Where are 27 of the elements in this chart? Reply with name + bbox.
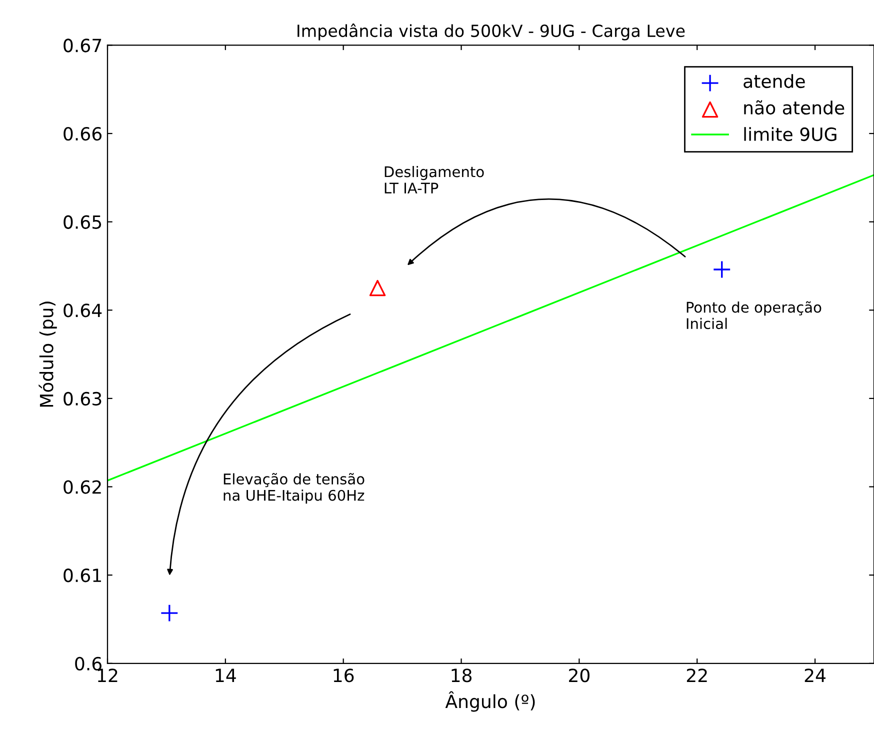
annotation: Ponto de operação Inicial	[686, 301, 822, 330]
legend-label: não atende	[744, 100, 844, 115]
y-tick-label: 0.67	[64, 38, 102, 52]
y-axis-title: Módulo (pu)	[38, 302, 57, 407]
point	[160, 604, 178, 622]
x-tick-label: 20	[569, 668, 590, 682]
y-tick-label: 0.65	[64, 215, 102, 229]
point	[712, 260, 731, 279]
y-tick-label: 0.6	[75, 656, 102, 671]
x-axis-title: Ângulo (º)	[445, 691, 535, 712]
x-tick-label: 16	[334, 668, 354, 682]
y-tick-label: 0.64	[64, 304, 102, 318]
x-tick-label: 24	[804, 668, 826, 682]
y-tick-label: 0.66	[64, 126, 102, 141]
annotation: Desligamento LT IA-TP	[384, 166, 484, 194]
y-tick-label: 0.62	[64, 480, 101, 494]
annotation: Elevação de tensão na UHE-Itaipu 60Hz	[224, 472, 364, 504]
x-tick-label: 18	[452, 668, 472, 682]
point	[369, 280, 386, 296]
legend-label: atende	[744, 74, 805, 88]
x-tick-label: 14	[216, 668, 236, 682]
legend-label: limite 9UG	[744, 127, 836, 142]
x-tick-label: 22	[686, 668, 707, 682]
y-tick-label: 0.61	[64, 568, 101, 582]
chart-title: Impedância vista do 500kV - 9UG - Carga Leve	[298, 24, 685, 40]
y-tick-label: 0.63	[64, 392, 102, 406]
x-tick-label: 12	[98, 668, 118, 682]
